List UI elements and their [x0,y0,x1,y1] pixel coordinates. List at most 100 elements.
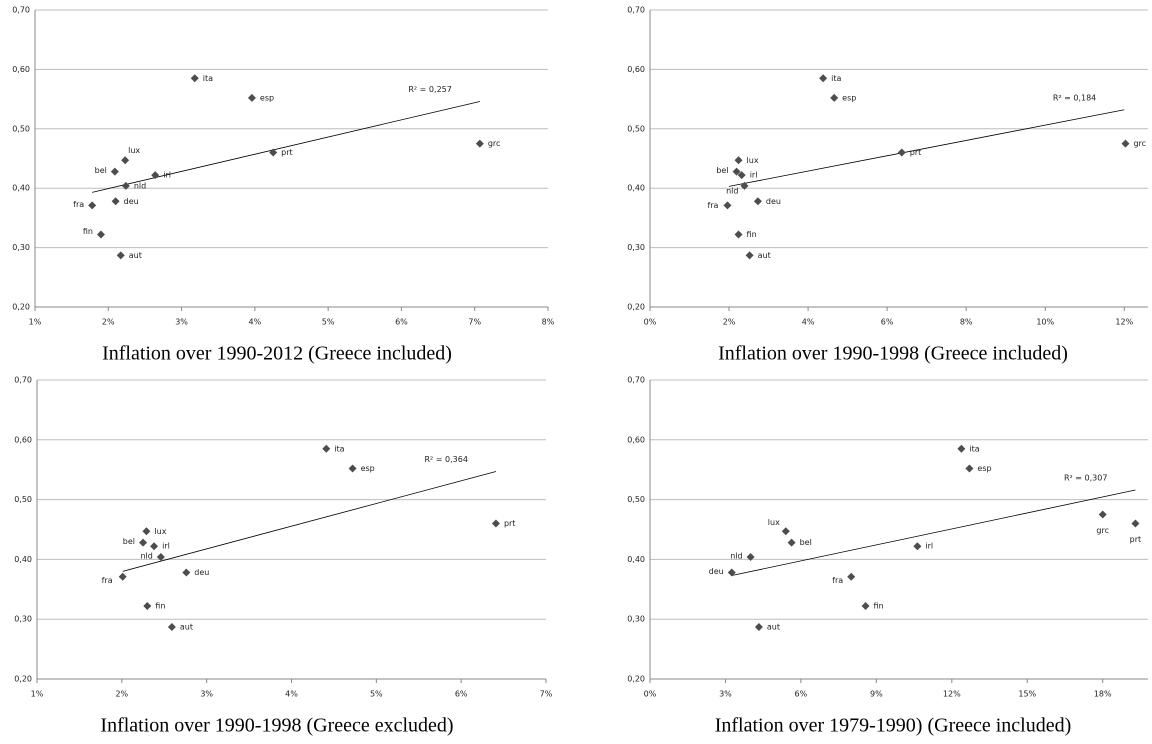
x-tick-label: 18% [1094,690,1112,699]
point-label: irl [750,171,758,180]
point [111,197,120,206]
chart-caption: Inflation over 1990-1998 (Greece exclude… [100,715,453,737]
point-label: lux [154,527,166,536]
point [156,553,165,562]
point [491,519,500,528]
y-tick-label: 0,20 [627,303,645,312]
point [322,444,331,453]
point-label: fra [73,200,84,209]
point [96,230,105,239]
x-tick-label: 7% [468,318,481,327]
y-tick-label: 0,60 [12,65,30,74]
trendline [731,489,1136,576]
point [913,542,922,551]
point [118,572,127,581]
point [740,181,749,190]
point [167,622,176,631]
point-label: deu [709,567,724,576]
point [957,444,966,453]
x-tick-label: 0% [644,690,657,699]
point-label: fin [874,602,884,611]
x-tick-label: 6% [881,318,894,327]
point-label: deu [766,197,781,206]
point-label: grc [1133,139,1146,148]
point-label: lux [128,146,140,155]
point [190,74,199,83]
x-tick-label: 10% [1036,318,1054,327]
point [897,148,906,157]
point-label: lux [747,156,759,165]
r-squared: R² = 0,257 [408,85,451,94]
point [150,542,159,551]
point-label: fin [155,602,165,611]
point [830,93,839,102]
trendline [728,109,1125,187]
x-tick-label: 12% [943,690,961,699]
point-label: irl [163,171,171,180]
y-tick-label: 0,20 [14,675,32,684]
y-tick-label: 0,40 [12,184,30,193]
x-tick-label: 4% [285,690,298,699]
y-tick-label: 0,60 [627,65,645,74]
point [745,251,754,260]
y-tick-label: 0,60 [14,435,32,444]
point-label: bel [716,166,728,175]
point [182,568,191,577]
x-tick-label: 7% [540,690,553,699]
point-label: fin [83,227,93,236]
x-tick-label: 6% [395,318,408,327]
y-tick-label: 0,70 [627,6,645,15]
y-tick-label: 0,30 [627,243,645,252]
y-tick-label: 0,20 [627,675,645,684]
point [737,171,746,180]
y-tick-label: 0,20 [12,303,30,312]
point-label: prt [281,148,293,157]
point [734,230,743,239]
point-label: aut [180,622,193,631]
point-label: aut [767,622,780,631]
point [110,167,119,176]
point [732,167,741,176]
point [965,464,974,473]
y-tick-label: 0,50 [14,495,32,504]
point [1121,139,1130,148]
x-tick-label: 12% [1115,318,1133,327]
x-tick-label: 6% [795,690,808,699]
point [861,602,870,611]
y-tick-label: 0,30 [12,243,30,252]
chart-caption: Inflation over 1990-2012 (Greece include… [102,343,452,365]
r-squared: R² = 0,184 [1053,93,1096,102]
y-tick-label: 0,40 [627,184,645,193]
point [121,181,130,190]
y-tick-label: 0,30 [14,615,32,624]
x-tick-label: 5% [370,690,383,699]
point-label: prt [1130,535,1142,544]
x-tick-label: 5% [322,318,335,327]
x-tick-label: 2% [115,690,128,699]
point-label: ita [203,74,213,83]
point [727,568,736,577]
point-label: bel [95,166,107,175]
point-label: nld [726,186,738,195]
y-tick-label: 0,40 [14,555,32,564]
point [348,464,357,473]
point-label: esp [361,464,375,473]
y-tick-label: 0,70 [627,376,645,385]
point-label: nld [140,552,152,561]
point [746,553,755,562]
x-tick-label: 0% [644,318,657,327]
x-tick-label: 1% [29,318,42,327]
point-label: grc [1096,526,1109,535]
x-tick-label: 9% [870,690,883,699]
point-label: bel [800,538,812,547]
point-label: nld [730,552,742,561]
chart-caption: Inflation over 1990-1998 (Greece include… [718,343,1068,365]
point-label: ita [969,444,979,453]
point-label: prt [910,148,922,157]
point [753,197,762,206]
x-tick-label: 3% [719,690,732,699]
trendline [122,471,497,572]
point-label: ita [334,444,344,453]
point [88,201,97,210]
